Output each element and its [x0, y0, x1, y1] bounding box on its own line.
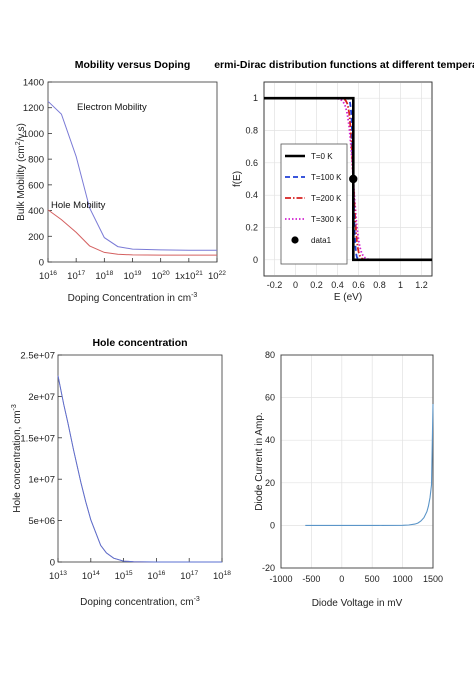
series-line-0	[57, 375, 222, 563]
chart-title: Mobility versus Doping	[75, 59, 191, 71]
plot-area	[280, 354, 434, 569]
x-axis-label: E (eV)	[334, 292, 362, 303]
y-tick-label: 0.6	[245, 158, 258, 168]
x-tick-label: 1	[398, 280, 403, 290]
x-axis-label: Diode Voltage in mV	[312, 598, 403, 609]
y-tick-label: 0	[50, 558, 55, 569]
y-tick-label: 5e+06	[28, 516, 55, 527]
legend-box	[280, 143, 348, 265]
y-tick-label: 20	[265, 478, 275, 488]
y-tick-label: 400	[28, 206, 44, 217]
y-tick-label: 0	[270, 520, 275, 530]
y-tick-label: 0	[39, 258, 44, 269]
x-tick-label: 1016	[39, 270, 57, 282]
y-tick-label: 60	[265, 393, 275, 403]
annotation-electron: Electron Mobility	[77, 102, 147, 113]
x-tick-label: 0.4	[331, 280, 344, 290]
x-tick-label: -1000	[269, 574, 292, 584]
y-tick-label: 200	[28, 232, 44, 243]
chart-title: ermi-Dirac distribution functions at dif…	[214, 59, 474, 71]
x-tick-label: 1017	[67, 270, 85, 282]
x-tick-label: 0	[293, 280, 298, 290]
y-tick-label: 2.5e+07	[20, 351, 55, 362]
y-tick-label: 0.8	[245, 126, 258, 136]
y-tick-label: 1e+07	[28, 475, 55, 486]
legend-entry-label: data1	[311, 236, 332, 245]
y-tick-label: 1200	[23, 103, 44, 114]
mobility-chart: Mobility versus Doping 0 200 400 600 800 1000 1…	[15, 59, 226, 304]
data1-marker	[349, 174, 358, 184]
legend-marker	[291, 236, 299, 244]
y-axis-label: f(E)	[232, 171, 243, 187]
legend-entry-label: T=100 K	[311, 173, 342, 182]
y-tick-label: 0.2	[245, 223, 258, 233]
x-tick-label: 1016	[147, 570, 165, 582]
diode-chart: -1000 -500 0 500 1000 1500 -20 0 20 40 60 80 Diode V…	[254, 350, 443, 609]
series-line-1	[47, 209, 217, 256]
y-tick-label: 40	[265, 435, 275, 445]
legend-entry-label: T=300 K	[311, 215, 342, 224]
x-tick-label: -0.2	[267, 280, 283, 290]
hole-concentration-chart: Hole concentration 0 5e+06 1e+07 1.5e+07 2e+0…	[11, 337, 231, 608]
x-tick-label: 0.2	[310, 280, 323, 290]
y-tick-label: 2e+07	[28, 392, 55, 403]
y-tick-label: 600	[28, 180, 44, 191]
x-tick-label: 1018	[213, 570, 231, 582]
x-tick-label: 1019	[124, 270, 142, 282]
x-tick-label: 1500	[423, 574, 443, 584]
y-tick-label: 1400	[23, 78, 44, 89]
chart-title: Hole concentration	[92, 337, 187, 349]
x-tick-label: 1017	[180, 570, 198, 582]
x-tick-label: 0.6	[352, 280, 365, 290]
plot-frame	[280, 354, 434, 569]
x-tick-label: 1018	[95, 270, 113, 282]
series-line-0	[47, 100, 217, 251]
x-tick-label: 1020	[152, 270, 170, 282]
y-tick-label: 1.5e+07	[20, 433, 55, 444]
x-axis-label: Doping Concentration in cm-3	[68, 292, 198, 304]
annotation-hole: Hole Mobility	[51, 200, 106, 211]
x-tick-label: 1014	[82, 570, 100, 582]
x-tick-label: 1013	[49, 570, 67, 582]
x-tick-label: 0	[339, 574, 344, 584]
series-line-0	[305, 403, 434, 526]
x-tick-label: 1.2	[415, 280, 428, 290]
y-tick-label: 1	[253, 93, 258, 103]
y-tick-label: 0	[253, 255, 258, 265]
x-axis-label: Doping concentration, cm-3	[80, 596, 200, 608]
x-tick-label: -500	[302, 574, 320, 584]
x-tick-label: 1x1021	[175, 270, 203, 282]
y-tick-label: 80	[265, 350, 275, 360]
y-axis-label: Hole concentration, cm-3	[11, 404, 23, 513]
x-tick-label: 0.8	[373, 280, 386, 290]
x-tick-label: 1000	[393, 574, 413, 584]
y-axis-label: Bulk Mobility (cm2/v.s)	[15, 123, 27, 221]
y-tick-label: 1000	[23, 129, 44, 140]
plot-area	[57, 354, 223, 563]
x-tick-label: 1015	[115, 570, 133, 582]
x-tick-label: 1022	[208, 270, 226, 282]
fermi-dirac-chart: ermi-Dirac distribution functions at dif…	[214, 59, 474, 303]
x-tick-label: 500	[365, 574, 380, 584]
legend-entry-label: T=200 K	[311, 194, 342, 203]
legend-entry-label: T=0 K	[311, 152, 333, 161]
y-axis-label: Diode Current in Amp.	[254, 412, 265, 510]
y-tick-label: 0.4	[245, 190, 258, 200]
y-tick-label: 800	[28, 155, 44, 166]
y-tick-label: -20	[262, 563, 275, 573]
plot-frame	[263, 81, 433, 277]
